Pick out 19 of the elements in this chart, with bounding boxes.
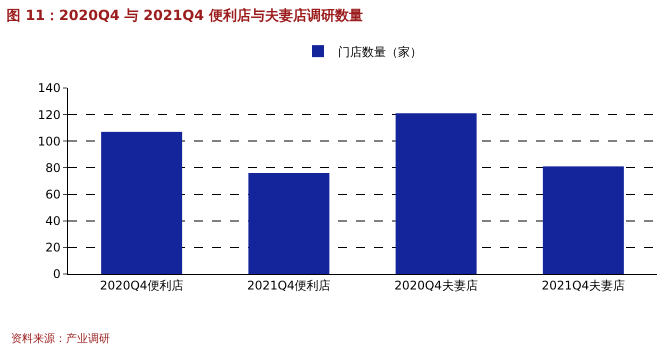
y-tick-label: 140	[38, 81, 61, 96]
bar	[101, 132, 182, 274]
y-tick-label: 40	[45, 214, 61, 228]
y-tick-label: 100	[38, 134, 61, 148]
chart-title: 图 11：2020Q4 与 2021Q4 便利店与夫妻店调研数量	[6, 7, 363, 24]
text: 资料来源：产业调研	[11, 332, 110, 345]
x-tick-label: 2021Q4夫妻店	[542, 278, 626, 292]
x-tick-label: 2020Q4便利店	[100, 278, 184, 292]
legend-label: 门店数量（家）	[338, 44, 422, 59]
bar	[248, 173, 330, 274]
y-tick-label: 120	[38, 108, 61, 122]
y-tick-label: 80	[45, 160, 61, 175]
bar	[396, 113, 477, 274]
y-tick-label: 20	[45, 240, 61, 255]
y-tick-label: 0	[52, 267, 61, 282]
x-tick-label: 2020Q4夫妻店	[394, 278, 478, 292]
bar	[542, 166, 624, 274]
y-tick-label: 60	[45, 187, 61, 202]
x-tick-label: 2021Q4便利店	[247, 278, 331, 292]
